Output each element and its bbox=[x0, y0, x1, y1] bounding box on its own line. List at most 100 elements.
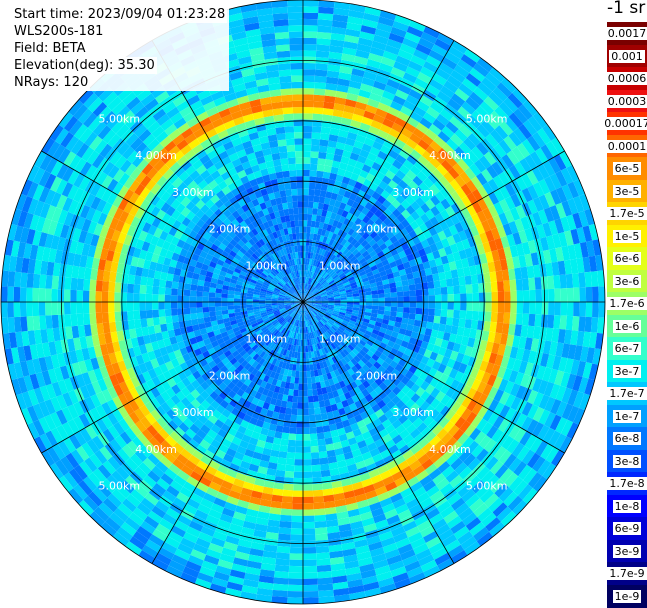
beta-cell bbox=[441, 287, 448, 295]
beta-cell bbox=[308, 208, 313, 215]
beta-cell bbox=[491, 312, 498, 323]
beta-cell bbox=[317, 164, 325, 171]
beta-cell bbox=[289, 572, 303, 579]
beta-cell bbox=[313, 395, 319, 402]
beta-cell bbox=[165, 280, 172, 288]
beta-cell bbox=[51, 289, 58, 302]
beta-cell bbox=[308, 396, 314, 403]
beta-cell bbox=[366, 295, 373, 299]
beta-cell bbox=[522, 314, 529, 326]
beta-cell bbox=[303, 94, 314, 101]
beta-cell bbox=[517, 290, 524, 302]
beta-cell bbox=[290, 534, 303, 541]
beta-cell bbox=[434, 288, 441, 296]
beta-cell bbox=[303, 50, 316, 57]
beta-cell bbox=[303, 195, 309, 201]
beta-cell bbox=[315, 534, 328, 541]
beta-cell bbox=[561, 288, 568, 302]
beta-cell bbox=[276, 464, 285, 471]
beta-cell bbox=[134, 275, 141, 284]
beta-cell bbox=[292, 402, 298, 409]
beta-cell bbox=[585, 317, 592, 332]
beta-cell bbox=[183, 302, 189, 308]
beta-cell bbox=[360, 302, 366, 305]
beta-cell bbox=[316, 44, 330, 51]
beta-cell bbox=[324, 431, 332, 438]
beta-cell bbox=[292, 497, 303, 504]
beta-cell bbox=[115, 321, 123, 331]
beta-cell bbox=[472, 284, 479, 294]
beta-cell bbox=[303, 208, 308, 214]
beta-cell bbox=[171, 302, 177, 309]
beta-cell bbox=[308, 201, 314, 208]
beta-cell bbox=[95, 291, 102, 302]
beta-cell bbox=[280, 515, 292, 522]
beta-cell bbox=[440, 316, 447, 324]
beta-cell bbox=[109, 271, 117, 282]
beta-cell bbox=[293, 490, 303, 497]
beta-cell bbox=[313, 107, 324, 114]
beta-cell bbox=[309, 408, 315, 415]
beta-cell bbox=[299, 365, 303, 371]
beta-cell bbox=[303, 572, 317, 579]
beta-cell bbox=[203, 286, 210, 292]
beta-cell bbox=[171, 295, 177, 302]
beta-cell bbox=[303, 522, 315, 529]
beta-cell bbox=[275, 559, 289, 566]
beta-cell bbox=[152, 310, 159, 318]
beta-cell bbox=[114, 302, 121, 312]
beta-cell bbox=[288, 440, 296, 447]
beta-cell bbox=[299, 377, 303, 383]
beta-cell bbox=[303, 220, 307, 226]
beta-cell bbox=[416, 290, 423, 297]
beta-cell bbox=[317, 577, 332, 584]
beta-cell bbox=[509, 280, 516, 291]
beta-cell bbox=[159, 316, 166, 324]
beta-cell bbox=[296, 428, 303, 434]
beta-cell bbox=[277, 546, 290, 553]
beta-cell bbox=[7, 287, 14, 302]
beta-cell bbox=[312, 126, 322, 133]
beta-cell bbox=[303, 182, 309, 188]
beta-cell bbox=[277, 457, 286, 464]
beta-cell bbox=[314, 196, 320, 203]
beta-cell bbox=[310, 433, 318, 440]
beta-cell bbox=[535, 314, 542, 327]
beta-cell bbox=[77, 290, 84, 302]
beta-cell bbox=[303, 490, 313, 497]
beta-cell bbox=[303, 566, 317, 573]
beta-cell bbox=[32, 302, 39, 316]
beta-cell bbox=[290, 547, 303, 554]
beta-cell bbox=[586, 287, 593, 302]
beta-cell bbox=[202, 302, 208, 307]
beta-cell bbox=[391, 297, 397, 302]
beta-cell bbox=[309, 415, 316, 422]
beta-cell bbox=[303, 113, 313, 120]
beta-cell bbox=[58, 289, 65, 302]
beta-cell bbox=[114, 292, 121, 302]
beta-cell bbox=[228, 306, 235, 310]
beta-cell bbox=[287, 395, 293, 402]
beta-cell bbox=[196, 307, 203, 313]
beta-cell bbox=[322, 114, 332, 122]
beta-cell bbox=[402, 313, 409, 319]
beta-cell bbox=[458, 276, 465, 285]
beta-cell bbox=[299, 371, 303, 377]
beta-cell bbox=[372, 302, 378, 306]
beta-cell bbox=[96, 280, 103, 291]
beta-cell bbox=[409, 308, 416, 314]
beta-cell bbox=[45, 302, 52, 316]
beta-cell bbox=[77, 278, 84, 290]
beta-cell bbox=[139, 302, 146, 311]
beta-cell bbox=[190, 313, 197, 320]
beta-cell bbox=[471, 320, 478, 330]
beta-cell bbox=[315, 527, 327, 534]
beta-cell bbox=[109, 322, 117, 333]
beta-cell bbox=[8, 271, 15, 287]
beta-cell bbox=[228, 302, 234, 306]
beta-cell bbox=[64, 314, 71, 327]
beta-cell bbox=[139, 293, 146, 302]
beta-cell bbox=[128, 274, 135, 284]
beta-cell bbox=[303, 25, 317, 32]
beta-cell bbox=[202, 297, 208, 302]
